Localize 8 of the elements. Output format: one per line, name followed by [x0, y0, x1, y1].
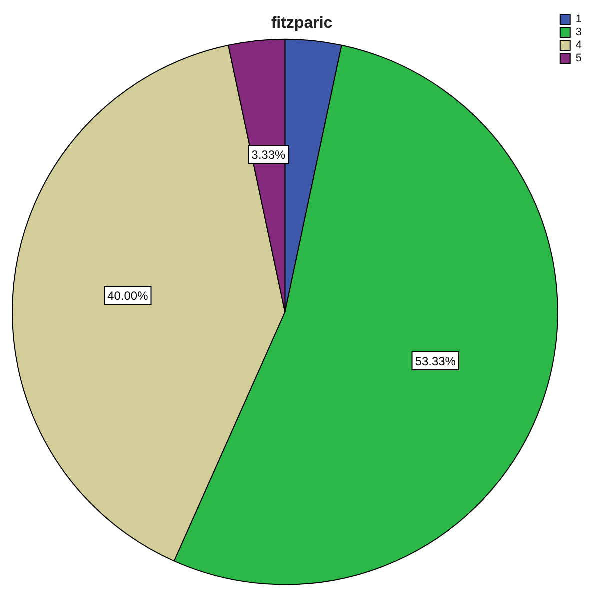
data-label: 40.00% [108, 288, 149, 303]
legend-label: 5 [576, 52, 582, 65]
chart-title: fitzparic [271, 15, 333, 32]
legend-label: 1 [576, 14, 582, 26]
data-label: 53.33% [415, 354, 456, 368]
legend-label: 4 [576, 40, 582, 52]
data-label: 3.33% [252, 148, 286, 162]
legend-label: 3 [576, 26, 582, 39]
